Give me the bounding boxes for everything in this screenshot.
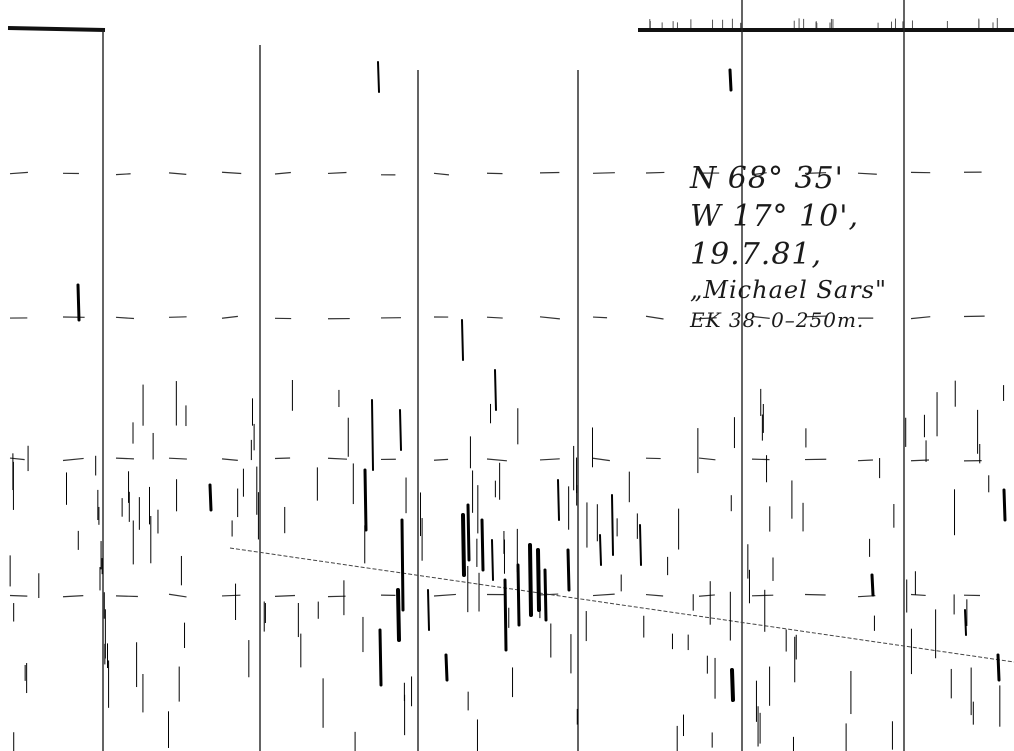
fish-echo: [516, 563, 521, 627]
date-text: 19.7.81,: [690, 237, 823, 272]
fish-echo: [400, 518, 405, 612]
vessel-text: „Michael Sars": [690, 276, 887, 304]
fish-echo: [480, 518, 485, 572]
depth-dash: [115, 457, 134, 460]
depth-dash: [592, 172, 615, 174]
fish-echo: [611, 494, 614, 556]
depth-dash: [221, 594, 241, 597]
depth-dash: [115, 173, 131, 176]
depth-dash: [645, 593, 664, 597]
depth-dash: [751, 594, 774, 597]
fish-echo: [208, 483, 213, 512]
depth-dash: [9, 171, 28, 175]
depth-dash: [910, 593, 926, 597]
fish-echo: [730, 668, 735, 702]
depth-dash: [857, 172, 877, 175]
echo-marks: [9, 61, 1007, 751]
depth-dash: [698, 317, 717, 320]
depth-dash: [168, 457, 187, 460]
fish-echo: [528, 543, 533, 617]
depth-dash: [592, 457, 610, 462]
depth-dash: [857, 459, 873, 462]
depth-dash: [592, 316, 608, 319]
fish-echo: [427, 589, 430, 631]
fish-echo: [557, 479, 560, 521]
fish-echo: [444, 653, 449, 682]
fish-echo: [996, 653, 1001, 682]
fish-echo: [461, 513, 466, 577]
top-border-left: [7, 26, 106, 32]
depth-dash: [115, 595, 138, 598]
fish-echo: [491, 539, 494, 581]
depth-dash: [433, 172, 450, 176]
vertical-grid-lines: [102, 0, 905, 751]
fish-echo: [728, 68, 733, 92]
depth-dash: [168, 316, 187, 318]
depth-dash: [274, 594, 296, 597]
fish-echo: [494, 369, 497, 411]
latitude-text: N 68° 35': [690, 161, 844, 196]
depth-dash-rows: [9, 171, 985, 598]
fish-echo: [461, 319, 464, 361]
fish-echo: [399, 409, 402, 451]
fish-echo: [639, 524, 642, 566]
depth-dash: [804, 315, 827, 318]
fish-echo: [76, 283, 81, 322]
depth-dash: [645, 171, 665, 174]
bottom-trace-line: [229, 547, 1014, 663]
depth-dash: [645, 315, 664, 320]
depth-dash: [698, 457, 716, 461]
depth-dash: [539, 316, 560, 320]
fish-echo: [377, 61, 380, 93]
fish-echo: [1002, 488, 1007, 522]
depth-dash: [62, 457, 84, 462]
depth-dash: [433, 458, 449, 461]
top-tick-marks: [649, 18, 998, 28]
depth-dash: [221, 171, 242, 175]
fish-echo: [543, 568, 548, 622]
fish-echo: [566, 548, 571, 592]
fish-echo: [599, 534, 602, 566]
depth-dash: [168, 172, 187, 175]
fish-echo: [964, 609, 967, 636]
depth-dash: [274, 171, 291, 175]
fish-echo: [396, 588, 401, 642]
station-text: EK 38. 0–250m.: [690, 308, 865, 332]
depth-dash: [115, 316, 135, 320]
depth-dash: [221, 315, 238, 319]
depth-dash: [9, 594, 28, 597]
depth-dash: [327, 457, 348, 460]
fish-echo: [870, 573, 875, 597]
fish-echo: [363, 468, 368, 532]
depth-dash: [751, 315, 770, 319]
depth-dash: [698, 594, 715, 597]
depth-dash: [62, 595, 84, 598]
depth-dash: [910, 316, 931, 320]
depth-dash: [221, 458, 238, 461]
fish-echo: [371, 399, 374, 471]
depth-dash: [486, 316, 503, 319]
depth-dash: [592, 593, 615, 597]
depth-dash: [486, 458, 507, 462]
longitude-text: W 17° 10',: [690, 199, 860, 234]
depth-dash: [751, 172, 767, 176]
depth-dash: [327, 171, 347, 175]
depth-dash: [168, 593, 187, 598]
fish-echo: [378, 628, 383, 687]
fish-echo: [466, 503, 471, 562]
fish-echo: [503, 578, 508, 652]
depth-dash: [433, 593, 456, 597]
handwritten-annotation: N 68° 35' W 17° 10', 19.7.81, „Michael S…: [690, 160, 990, 334]
fish-echo: [536, 548, 541, 612]
depth-dash: [804, 172, 827, 175]
depth-dash: [539, 458, 560, 461]
depth-dash: [539, 593, 559, 596]
